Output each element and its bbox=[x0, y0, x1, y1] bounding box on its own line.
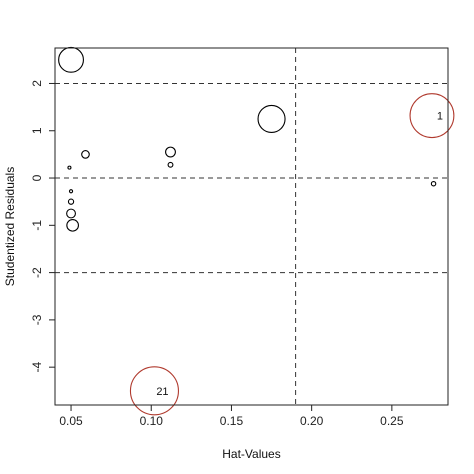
y-tick-label: 2 bbox=[30, 80, 44, 87]
x-tick-label: 0.05 bbox=[59, 414, 83, 428]
data-point bbox=[409, 93, 455, 139]
reference-lines bbox=[55, 48, 448, 405]
y-tick-label: 1 bbox=[30, 127, 44, 134]
y-axis-label: Studentized Residuals bbox=[3, 167, 17, 286]
x-tick-label: 0.20 bbox=[300, 414, 324, 428]
point-label: 21 bbox=[156, 386, 168, 398]
x-tick-label: 0.10 bbox=[140, 414, 164, 428]
y-tick-label: -3 bbox=[30, 314, 44, 325]
data-point bbox=[257, 104, 286, 133]
plot-frame bbox=[54, 47, 449, 406]
y-tick-label: 0 bbox=[30, 174, 44, 181]
data-point bbox=[165, 146, 176, 158]
y-tick-label: -1 bbox=[30, 220, 44, 231]
data-point bbox=[67, 198, 75, 205]
x-tick-label: 0.15 bbox=[220, 414, 244, 428]
x-axis-label: Hat-Values bbox=[222, 447, 280, 461]
y-tick-label: -2 bbox=[30, 267, 44, 278]
data-point bbox=[66, 208, 76, 219]
data-point bbox=[58, 46, 84, 73]
data-point bbox=[430, 180, 437, 187]
point-label: 1 bbox=[437, 111, 443, 123]
x-axis: 0.05 0.10 0.15 0.20 0.25 bbox=[59, 404, 404, 428]
data-point bbox=[81, 150, 90, 159]
data-point bbox=[167, 161, 174, 168]
y-tick-label: -4 bbox=[30, 362, 44, 373]
x-tick-label: 0.25 bbox=[380, 414, 404, 428]
data-point bbox=[67, 165, 72, 170]
data-point bbox=[68, 189, 74, 194]
data-point bbox=[66, 218, 79, 232]
data-point bbox=[129, 366, 180, 416]
y-axis: -4 -3 -2 -1 0 1 2 bbox=[30, 80, 56, 373]
points: 1 21 bbox=[58, 46, 455, 416]
